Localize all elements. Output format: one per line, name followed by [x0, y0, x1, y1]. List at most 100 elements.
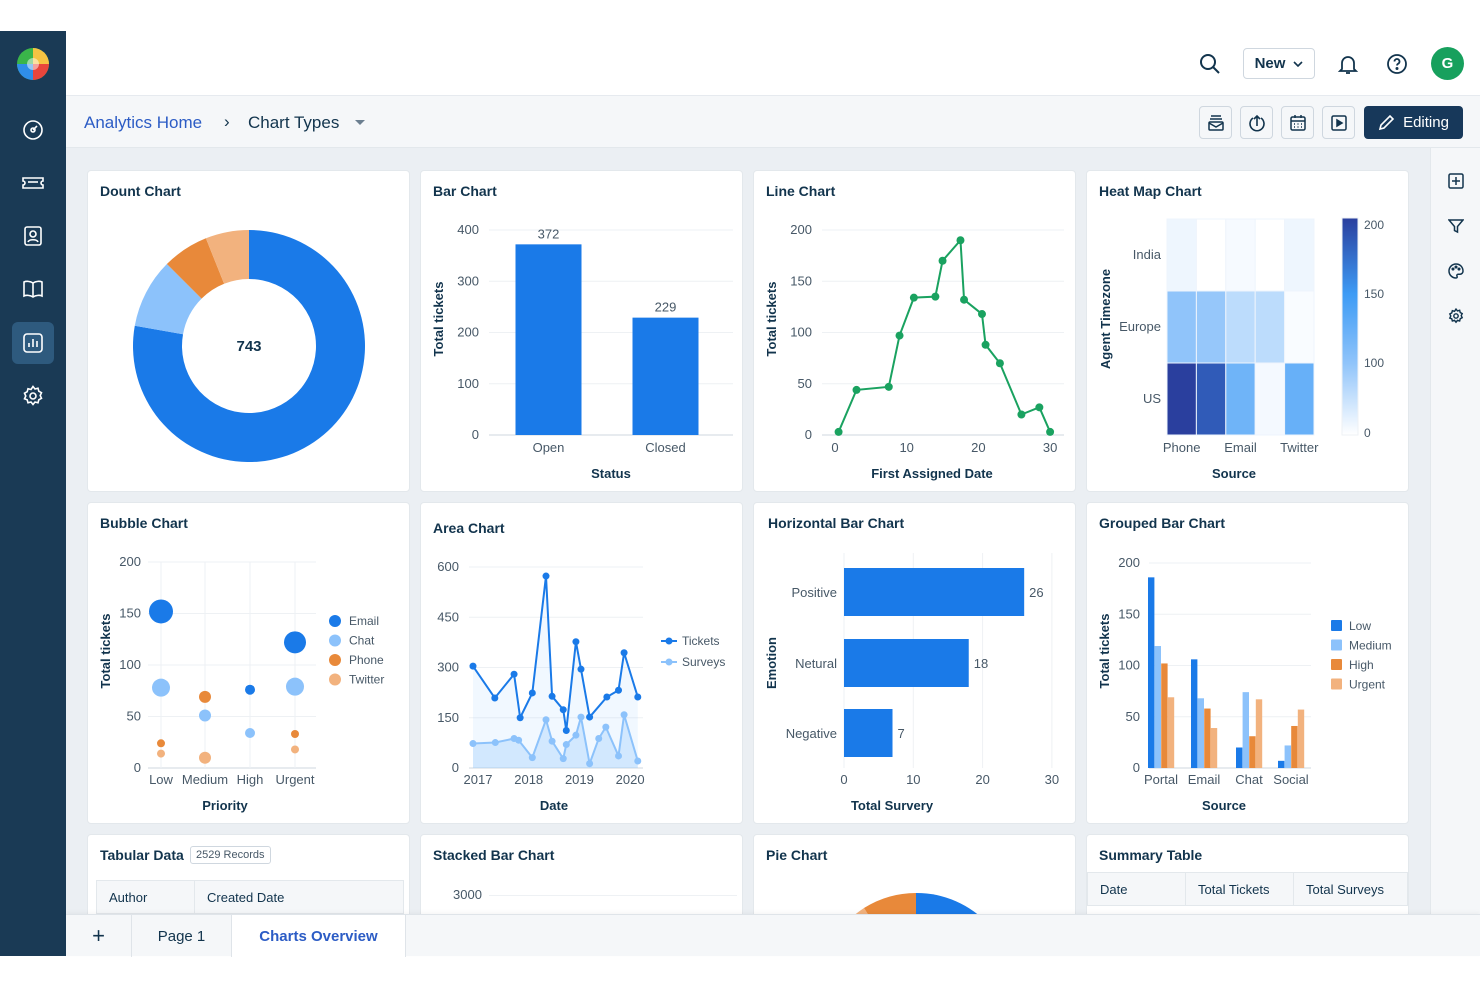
bubble[interactable]	[291, 745, 299, 754]
bar[interactable]	[1210, 728, 1218, 768]
help-button[interactable]	[1384, 51, 1410, 77]
data-point[interactable]	[615, 752, 623, 760]
sidebar-item-tickets[interactable]	[12, 162, 54, 204]
heatmap-cell[interactable]	[1166, 290, 1197, 364]
data-point[interactable]	[960, 295, 969, 304]
data-point[interactable]	[528, 754, 536, 762]
bar[interactable]	[1161, 663, 1168, 768]
data-point[interactable]	[602, 723, 610, 731]
bar[interactable]	[1291, 725, 1298, 768]
bar[interactable]	[1204, 708, 1211, 768]
column-header-author[interactable]: Author	[97, 881, 195, 913]
heatmap-cell[interactable]	[1284, 290, 1315, 364]
bubble[interactable]	[284, 631, 306, 654]
data-point[interactable]	[562, 741, 570, 749]
heatmap-cell[interactable]	[1195, 290, 1227, 364]
search-button[interactable]	[1197, 51, 1223, 77]
data-point[interactable]	[510, 670, 518, 678]
donut-slice[interactable]	[133, 230, 366, 463]
heatmap-cell[interactable]	[1195, 218, 1227, 292]
sidebar-item-contacts[interactable]	[12, 215, 54, 257]
heatmap-cell[interactable]	[1225, 362, 1256, 436]
add-page-button[interactable]: +	[66, 915, 132, 957]
data-point[interactable]	[572, 731, 580, 739]
bar[interactable]	[1148, 577, 1155, 768]
column-header-total-tickets[interactable]: Total Tickets	[1186, 873, 1294, 905]
bar[interactable]	[844, 639, 969, 687]
heatmap-cell[interactable]	[1225, 218, 1256, 292]
data-point[interactable]	[577, 665, 585, 673]
data-point[interactable]	[1017, 410, 1026, 419]
bar-chart-card[interactable]: Bar Chart 0 100 200 300 400 372 Open 229 Closed St…	[420, 170, 743, 492]
bar[interactable]	[1167, 697, 1175, 768]
bubble[interactable]	[199, 709, 211, 722]
column-header-date[interactable]: Date	[1088, 873, 1186, 905]
donut-chart-card[interactable]: Dount Chart 743	[87, 170, 410, 492]
data-point[interactable]	[491, 739, 499, 747]
editing-button[interactable]: Editing	[1364, 106, 1463, 139]
data-point[interactable]	[491, 694, 499, 702]
breadcrumb-analytics-home[interactable]: Analytics Home	[84, 113, 203, 132]
data-point[interactable]	[895, 331, 904, 340]
sidebar-item-dashboard[interactable]	[12, 109, 54, 151]
data-point[interactable]	[559, 755, 567, 763]
avatar[interactable]: G	[1431, 47, 1464, 80]
sidebar-item-solutions[interactable]	[12, 268, 54, 310]
heat-map-chart-card[interactable]: Heat Map Chart India Europe US Phone Email Twi…	[1086, 170, 1409, 492]
new-button[interactable]: New	[1243, 48, 1315, 79]
bar[interactable]	[1284, 745, 1291, 768]
heatmap-cell[interactable]	[1195, 362, 1227, 436]
column-header-total-surveys[interactable]: Total Surveys	[1306, 881, 1385, 897]
data-point[interactable]	[548, 692, 556, 700]
sidebar-item-analytics[interactable]	[12, 322, 54, 364]
data-point[interactable]	[548, 737, 556, 745]
data-point[interactable]	[542, 572, 550, 580]
donut-slice[interactable]	[205, 230, 249, 284]
area-chart-card[interactable]: Area Chart 0 150 300 450 600 2017 2018 2019 2020 T…	[420, 502, 743, 824]
data-point[interactable]	[595, 735, 603, 743]
data-point[interactable]	[981, 340, 990, 349]
export-button[interactable]	[1240, 106, 1273, 139]
bar[interactable]	[632, 317, 699, 435]
caret-down-icon[interactable]	[355, 120, 365, 125]
bubble[interactable]	[245, 684, 255, 695]
data-point[interactable]	[516, 714, 524, 722]
bar[interactable]	[844, 568, 1025, 616]
data-point[interactable]	[603, 693, 611, 701]
heatmap-cell[interactable]	[1254, 290, 1286, 364]
data-point[interactable]	[852, 385, 861, 394]
schedule-button[interactable]	[1281, 106, 1314, 139]
tab-page-1[interactable]: Page 1	[132, 915, 232, 957]
data-point[interactable]	[1046, 427, 1055, 436]
data-point[interactable]	[977, 310, 986, 319]
breadcrumb-current[interactable]: Chart Types	[248, 113, 340, 132]
data-point[interactable]	[931, 292, 940, 301]
data-point[interactable]	[884, 382, 893, 391]
column-header-created-date[interactable]: Created Date	[207, 889, 285, 905]
heatmap-cell[interactable]	[1284, 362, 1315, 436]
data-point[interactable]	[1035, 403, 1044, 412]
data-point[interactable]	[586, 760, 594, 768]
data-point[interactable]	[469, 662, 477, 670]
bubble[interactable]	[157, 749, 165, 758]
tab-charts-overview[interactable]: Charts Overview	[232, 915, 406, 957]
data-point[interactable]	[938, 256, 947, 265]
heatmap-cell[interactable]	[1166, 362, 1197, 436]
bubble-chart-card[interactable]: Bubble Chart 0 50 100 150 200 Low Medium High Urg…	[87, 502, 410, 824]
data-point[interactable]	[909, 293, 918, 302]
bar[interactable]	[844, 709, 893, 757]
notifications-button[interactable]	[1335, 51, 1361, 77]
bubble[interactable]	[291, 730, 299, 739]
present-button[interactable]	[1322, 106, 1355, 139]
bar[interactable]	[1197, 698, 1204, 768]
bar[interactable]	[1278, 760, 1285, 768]
donut-slice[interactable]	[134, 264, 202, 335]
bubble[interactable]	[149, 599, 173, 624]
data-point[interactable]	[469, 740, 477, 748]
line-chart-card[interactable]: Line Chart 0 50 100 150 200 0 10 20 30 First Assig…	[753, 170, 1076, 492]
data-point[interactable]	[586, 713, 594, 721]
heatmap-cell[interactable]	[1225, 290, 1256, 364]
heatmap-cell[interactable]	[1166, 218, 1197, 292]
data-point[interactable]	[528, 689, 536, 697]
data-point[interactable]	[577, 713, 585, 721]
